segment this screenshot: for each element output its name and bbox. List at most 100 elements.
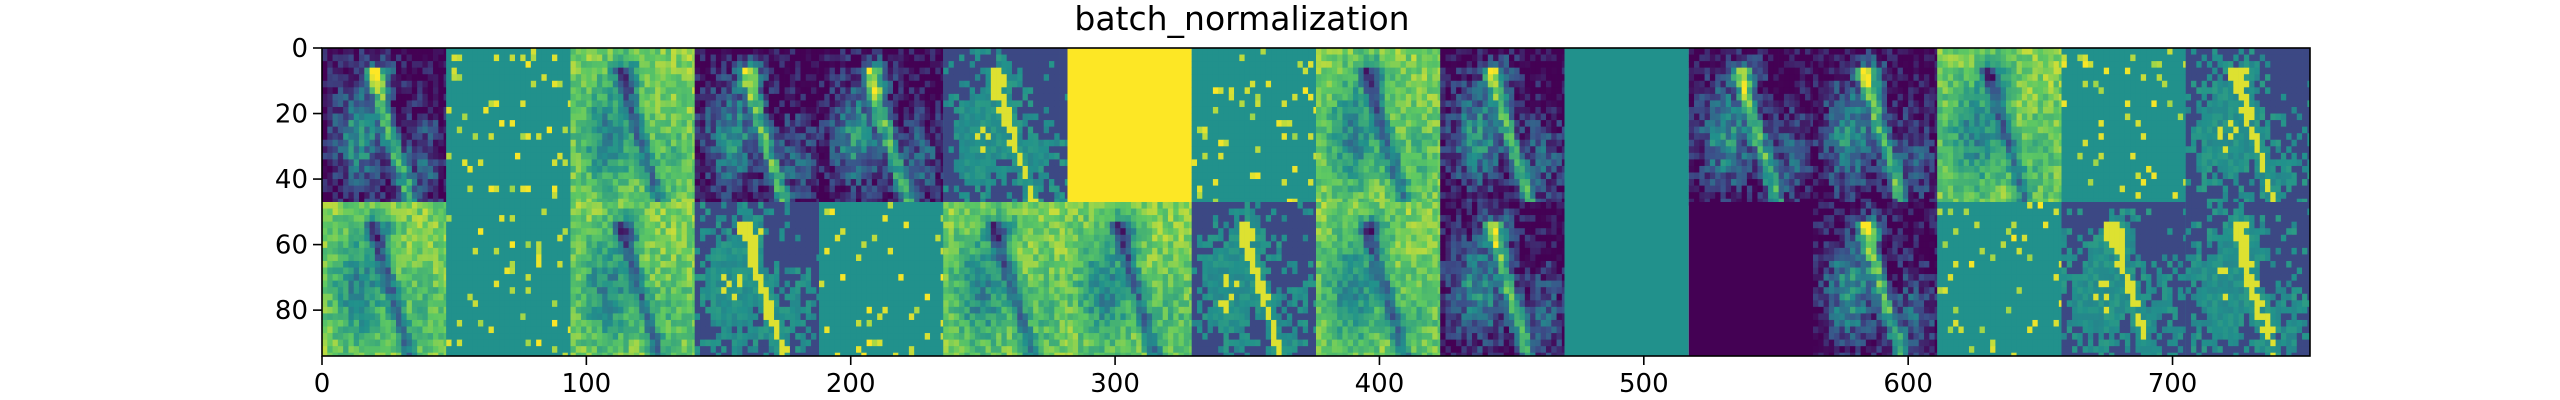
tile-cell (694, 159, 701, 167)
tile-cell (953, 179, 960, 186)
tile-cell (908, 165, 915, 173)
tile-cell (557, 139, 563, 147)
tile-cell (964, 172, 970, 180)
tile-cell (887, 165, 894, 173)
tile-cell (1239, 146, 1245, 154)
tile-cell (800, 165, 807, 173)
tile-cell (499, 67, 505, 75)
tile-cell (525, 126, 532, 134)
tile-cell (726, 61, 733, 68)
tile-cell (974, 80, 981, 88)
tile-cell (581, 192, 587, 200)
tile-cell (1427, 113, 1433, 121)
tile-cell (731, 172, 738, 180)
tile-cell (829, 133, 836, 141)
tile-cell (337, 67, 344, 75)
tile-cell (644, 54, 651, 62)
tile-cell (1048, 146, 1055, 154)
tile-cell (1358, 113, 1364, 121)
tile-cell (840, 61, 846, 68)
tile-cell (1411, 54, 1417, 62)
tile-cell (1286, 67, 1293, 75)
tile-cell (1218, 152, 1224, 160)
tile-cell (1363, 120, 1370, 127)
tile-cell (1054, 152, 1060, 160)
tile-cell (1384, 54, 1391, 62)
tile-cell (856, 172, 862, 180)
tile-cell (649, 139, 656, 147)
tile-cell (1006, 159, 1013, 167)
tile-cell (1535, 54, 1542, 62)
tile-cell (374, 165, 381, 173)
tile-cell (1281, 120, 1288, 127)
tile-cell (1006, 192, 1013, 200)
tile-cell (591, 113, 598, 121)
tile-cell (789, 165, 796, 173)
tile-cell (1038, 67, 1045, 75)
tile-cell (422, 74, 429, 82)
tile-cell (919, 113, 926, 121)
tile-cell (845, 139, 852, 147)
tile-cell (451, 48, 458, 55)
tile-cell (1212, 185, 1219, 193)
tile-cell (866, 93, 873, 101)
tile-cell (628, 126, 635, 134)
tile-cell (353, 152, 360, 160)
tile-cell (433, 87, 439, 95)
tile-cell (819, 61, 825, 68)
tile-cell (1374, 152, 1380, 160)
tile-cell (1302, 113, 1309, 121)
tile-cell (1022, 139, 1029, 147)
tile-cell (861, 185, 867, 193)
tile-cell (710, 133, 717, 141)
tile-cell (829, 87, 836, 95)
tile-cell (845, 159, 852, 167)
tile-cell (721, 106, 727, 114)
tile-cell (337, 179, 344, 186)
tile-cell (903, 93, 910, 101)
tile-cell (493, 54, 500, 62)
tile-cell (422, 106, 429, 114)
tile-cell (504, 179, 510, 186)
tile-cell (327, 54, 333, 62)
tile-cell (737, 152, 743, 160)
tile-cell (1249, 113, 1256, 121)
tile-cell (525, 106, 532, 114)
tile-cell (990, 106, 997, 114)
tile-cell (943, 61, 949, 68)
tile-cell (406, 133, 413, 141)
tile-cell (541, 93, 548, 101)
tile-cell (1033, 93, 1039, 101)
tile-cell (546, 67, 553, 75)
tile-cell (1342, 74, 1349, 82)
tile-cell (374, 93, 381, 101)
tile-cell (866, 152, 873, 160)
tile-cell (861, 172, 867, 180)
tile-cell (1379, 93, 1386, 101)
tile-cell (789, 80, 796, 88)
tile-cell (924, 113, 931, 121)
tile-cell (1059, 61, 1066, 68)
tile-cell (990, 185, 997, 193)
tile-cell (586, 93, 592, 101)
tile-cell (422, 152, 429, 160)
tile-cell (396, 67, 402, 75)
tile-cell (694, 165, 701, 173)
tile-cell (758, 152, 764, 160)
tile-cell (633, 61, 640, 68)
tile-cell (980, 185, 986, 193)
tile-cell (908, 139, 915, 147)
tile-cell (1297, 80, 1304, 88)
tile-cell (427, 126, 434, 134)
tile-cell (581, 120, 587, 127)
tile-cell (1471, 54, 1478, 62)
tile-cell (359, 93, 365, 101)
tile-cell (1498, 74, 1504, 82)
tile-cell (715, 113, 722, 121)
tile-cell (1326, 74, 1333, 82)
tile-cell (1337, 74, 1343, 82)
tile-cell (1197, 172, 1203, 180)
tile-cell (805, 152, 812, 160)
tile-cell (406, 106, 413, 114)
tile-cell (1551, 106, 1557, 114)
